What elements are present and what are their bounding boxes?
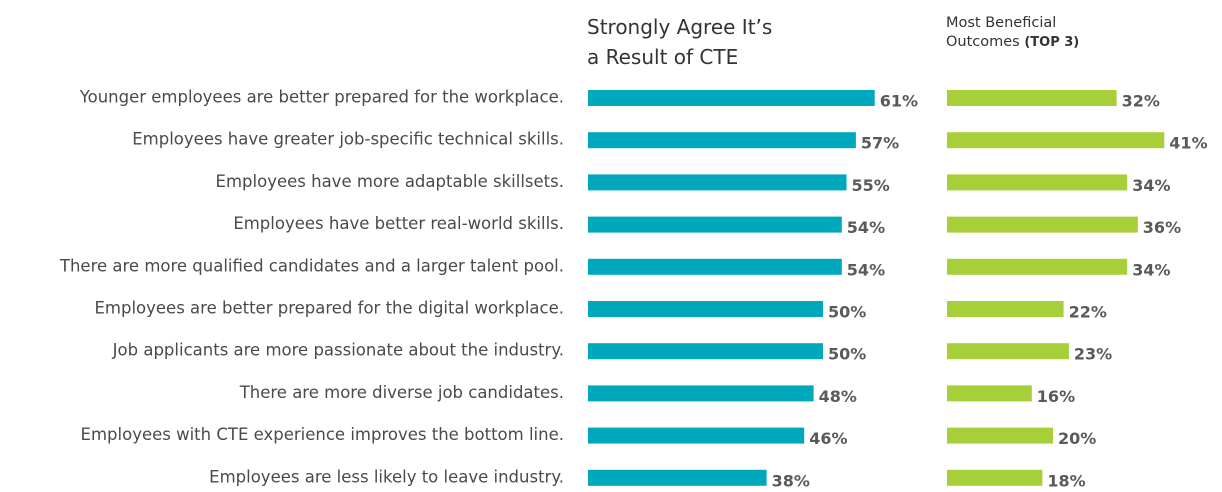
value-label: 22%	[1069, 303, 1107, 322]
bar	[588, 258, 842, 275]
category-label: Employees have greater job-specific tech…	[132, 130, 564, 149]
category-label: Employees with CTE experience improves t…	[81, 425, 564, 444]
category-label: Employees are less likely to leave indus…	[209, 467, 564, 486]
value-label: 16%	[1037, 387, 1075, 406]
value-label: 57%	[861, 134, 899, 153]
value-label: 36%	[1143, 218, 1181, 237]
value-label: 34%	[1132, 176, 1170, 195]
bar	[947, 90, 1117, 106]
value-label: 54%	[847, 218, 885, 237]
panel-title-note: (TOP 3)	[1024, 35, 1080, 50]
bar	[588, 469, 767, 486]
bar	[588, 301, 823, 317]
bar	[947, 301, 1064, 317]
panel-title: Most Beneficial Outcomes (TOP 3)	[946, 14, 1086, 52]
bar	[947, 343, 1069, 360]
category-label: There are more diverse job candidates.	[239, 383, 564, 402]
value-label: 48%	[819, 387, 857, 406]
bar	[947, 427, 1053, 444]
category-label: Younger employees are better prepared fo…	[79, 88, 564, 107]
value-label: 32%	[1122, 92, 1160, 111]
bar	[947, 174, 1128, 191]
bar	[588, 132, 856, 149]
bar	[588, 385, 814, 402]
bar	[947, 132, 1165, 149]
bar	[588, 343, 823, 360]
value-label: 20%	[1058, 429, 1096, 448]
category-label: Employees have better real-world skills.	[233, 214, 564, 233]
value-label: 23%	[1074, 345, 1112, 364]
bar	[588, 427, 805, 444]
bar	[588, 216, 842, 233]
value-label: 55%	[852, 176, 890, 195]
category-label: Employees are better prepared for the di…	[94, 299, 564, 318]
value-label: 50%	[828, 303, 866, 322]
panel-title: Strongly Agree It’s a Result of CTE	[587, 15, 773, 69]
value-label: 41%	[1169, 134, 1207, 153]
value-label: 61%	[880, 92, 918, 111]
category-label: There are more qualified candidates and …	[59, 256, 564, 275]
bar	[947, 469, 1043, 486]
panel-title-text: Most Beneficial Outcomes	[946, 15, 1057, 50]
category-label: Job applicants are more passionate about…	[112, 341, 564, 360]
bar	[947, 385, 1032, 402]
value-label: 50%	[828, 345, 866, 364]
value-label: 34%	[1132, 260, 1170, 279]
value-label: 54%	[847, 260, 885, 279]
value-label: 46%	[809, 429, 847, 448]
bar	[947, 258, 1128, 275]
bar	[588, 174, 847, 191]
bar	[947, 216, 1138, 233]
bar	[588, 90, 875, 106]
value-label: 18%	[1047, 471, 1085, 490]
value-label: 38%	[772, 471, 810, 490]
category-label: Employees have more adaptable skillsets.	[216, 172, 564, 191]
